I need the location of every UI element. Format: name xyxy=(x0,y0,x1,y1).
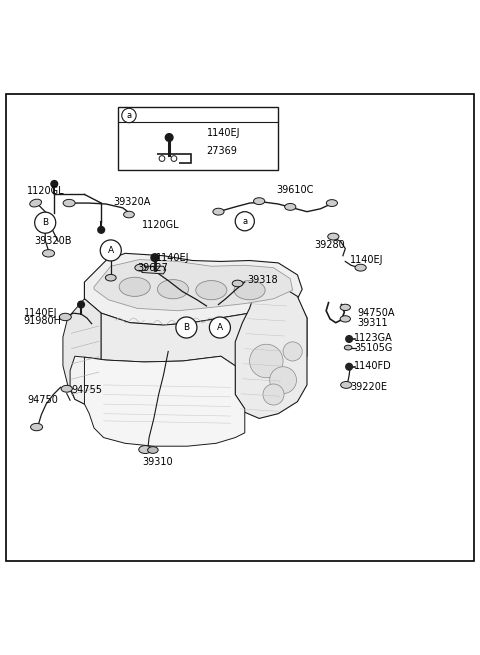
Circle shape xyxy=(122,108,136,122)
Circle shape xyxy=(283,342,302,361)
Text: 1120GL: 1120GL xyxy=(27,186,65,196)
Ellipse shape xyxy=(355,264,366,271)
Ellipse shape xyxy=(253,198,265,204)
Circle shape xyxy=(346,364,352,370)
Text: 39320B: 39320B xyxy=(34,236,72,246)
Polygon shape xyxy=(84,356,245,446)
Ellipse shape xyxy=(61,385,72,392)
Circle shape xyxy=(250,345,283,378)
Text: 39311: 39311 xyxy=(357,318,388,328)
Ellipse shape xyxy=(232,280,243,287)
Text: 39318: 39318 xyxy=(247,274,278,285)
Circle shape xyxy=(263,384,284,405)
Text: 27369: 27369 xyxy=(206,146,238,156)
Ellipse shape xyxy=(139,445,152,453)
Circle shape xyxy=(151,253,158,261)
Ellipse shape xyxy=(340,316,350,322)
Ellipse shape xyxy=(328,233,339,240)
Text: 39320A: 39320A xyxy=(113,197,151,207)
Circle shape xyxy=(78,301,84,308)
Ellipse shape xyxy=(340,304,350,310)
Text: 39280: 39280 xyxy=(314,240,345,250)
Circle shape xyxy=(98,227,105,233)
Ellipse shape xyxy=(123,212,134,218)
Circle shape xyxy=(171,156,177,161)
Ellipse shape xyxy=(234,280,265,300)
Ellipse shape xyxy=(157,280,189,299)
Circle shape xyxy=(176,317,197,338)
Circle shape xyxy=(209,317,230,338)
Ellipse shape xyxy=(196,280,227,300)
Text: 1123GA: 1123GA xyxy=(354,333,393,343)
Text: 1140EJ: 1140EJ xyxy=(350,255,384,265)
Ellipse shape xyxy=(119,277,150,297)
Text: A: A xyxy=(108,246,114,255)
Text: 35105G: 35105G xyxy=(354,343,392,352)
Polygon shape xyxy=(84,299,307,414)
Circle shape xyxy=(51,181,58,187)
Text: 1140EJ: 1140EJ xyxy=(156,253,190,263)
Circle shape xyxy=(270,367,297,394)
Text: 39627: 39627 xyxy=(137,263,168,272)
Ellipse shape xyxy=(213,208,224,215)
Text: a: a xyxy=(126,111,132,120)
Ellipse shape xyxy=(326,200,337,206)
Text: B: B xyxy=(183,323,190,332)
Ellipse shape xyxy=(30,199,42,207)
Ellipse shape xyxy=(59,313,72,321)
Text: 94750A: 94750A xyxy=(357,308,395,318)
Text: B: B xyxy=(42,218,48,227)
Text: 39310: 39310 xyxy=(142,457,172,468)
Circle shape xyxy=(35,212,56,233)
Text: 1120GL: 1120GL xyxy=(142,219,180,230)
Text: A: A xyxy=(217,323,223,332)
Polygon shape xyxy=(94,259,293,310)
Ellipse shape xyxy=(148,447,158,453)
Ellipse shape xyxy=(285,204,296,210)
Text: 94750: 94750 xyxy=(27,395,58,405)
Circle shape xyxy=(159,156,165,161)
Polygon shape xyxy=(63,282,101,404)
Text: 1140FD: 1140FD xyxy=(354,361,392,371)
Polygon shape xyxy=(70,356,245,415)
Bar xyxy=(118,107,278,170)
Polygon shape xyxy=(235,284,307,419)
Ellipse shape xyxy=(106,274,116,281)
Text: 39610C: 39610C xyxy=(276,185,313,195)
Polygon shape xyxy=(84,253,302,325)
Text: 1140EJ: 1140EJ xyxy=(24,308,57,318)
Text: 91980H: 91980H xyxy=(24,316,61,326)
Ellipse shape xyxy=(341,381,352,388)
Circle shape xyxy=(235,212,254,231)
Text: a: a xyxy=(242,217,247,226)
Circle shape xyxy=(346,335,352,343)
Ellipse shape xyxy=(63,199,75,207)
Text: 94755: 94755 xyxy=(72,384,103,395)
Text: 1140EJ: 1140EJ xyxy=(206,128,240,138)
Circle shape xyxy=(165,134,173,141)
Circle shape xyxy=(100,240,121,261)
Ellipse shape xyxy=(43,250,55,257)
Ellipse shape xyxy=(344,345,352,350)
Ellipse shape xyxy=(31,423,43,431)
Text: 39220E: 39220E xyxy=(350,383,387,392)
Ellipse shape xyxy=(135,264,146,271)
Polygon shape xyxy=(142,266,166,274)
